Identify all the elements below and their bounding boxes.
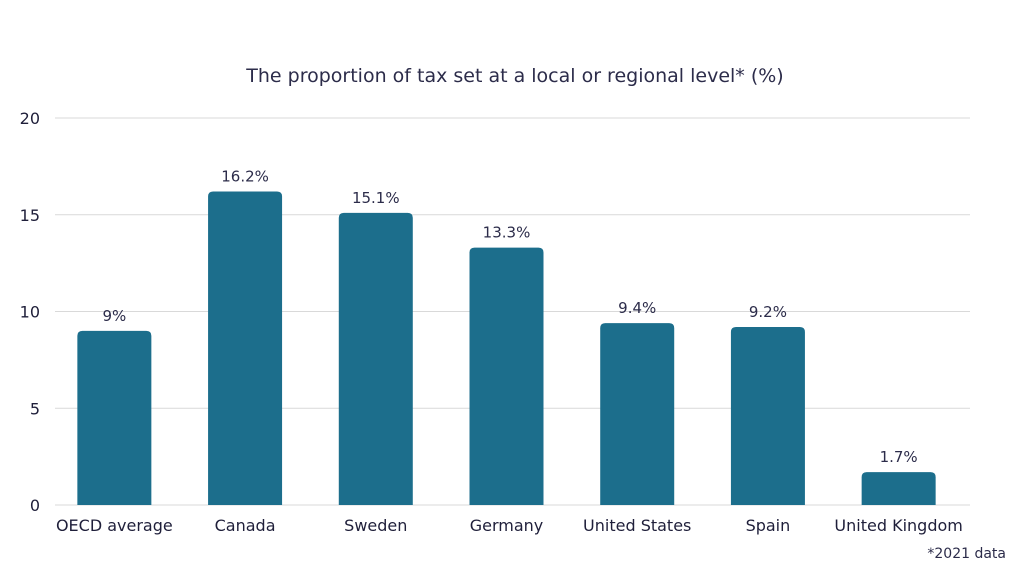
x-tick-label: Canada (215, 516, 276, 535)
x-axis-labels: OECD average Canada Sweden Germany United St… (56, 516, 963, 535)
bar-germany (469, 247, 544, 505)
bar-united-kingdom (861, 472, 936, 505)
footnote: *2021 data (927, 546, 1006, 562)
x-tick-label: United Kingdom (834, 516, 962, 535)
bar-spain (730, 326, 805, 505)
y-tick-label: 0 (30, 496, 40, 515)
data-label: 9.2% (749, 303, 787, 321)
data-label: 13.3% (483, 224, 531, 242)
x-tick-label: Spain (746, 516, 791, 535)
data-label: 9% (102, 307, 126, 325)
y-tick-label: 20 (20, 109, 40, 128)
data-label: 1.7% (880, 448, 918, 466)
x-tick-label: OECD average (56, 516, 173, 535)
data-label: 9.4% (618, 299, 656, 317)
data-labels: 9% 16.2% 15.1% 13.3% 9.4% 9.2% 1.7% (102, 168, 917, 467)
chart-title: The proportion of tax set at a local or … (245, 65, 783, 87)
bar-canada (208, 191, 283, 505)
bars (77, 191, 936, 505)
data-label: 15.1% (352, 189, 400, 207)
data-label: 16.2% (221, 168, 269, 186)
y-tick-label: 5 (30, 399, 40, 418)
bar-sweden (338, 212, 413, 505)
bar-oecd-average (77, 330, 152, 505)
x-tick-label: Sweden (344, 516, 407, 535)
x-tick-label: United States (583, 516, 691, 535)
bar-united-states (600, 323, 675, 505)
y-tick-label: 15 (20, 206, 40, 225)
x-tick-label: Germany (470, 516, 544, 535)
y-axis-ticks: 0 5 10 15 20 (20, 109, 40, 515)
y-tick-label: 10 (20, 303, 40, 322)
